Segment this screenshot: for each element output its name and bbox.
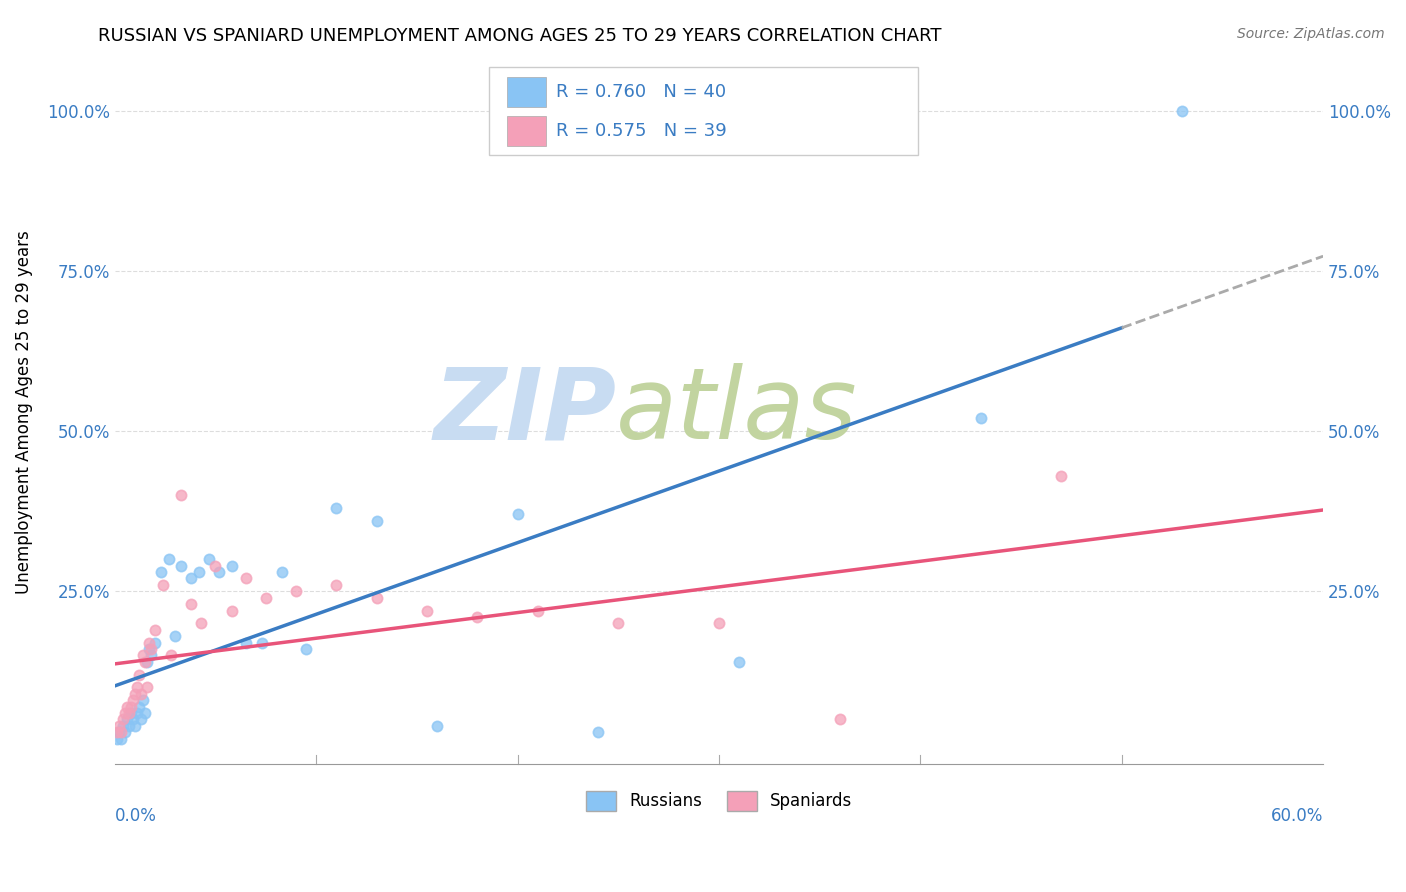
FancyBboxPatch shape xyxy=(489,67,918,154)
FancyBboxPatch shape xyxy=(508,78,546,107)
Point xyxy=(465,610,488,624)
Point xyxy=(180,572,202,586)
Text: R = 0.575   N = 39: R = 0.575 N = 39 xyxy=(555,122,727,140)
Point xyxy=(271,565,294,579)
Text: 0.0%: 0.0% xyxy=(115,806,156,824)
Point xyxy=(138,635,160,649)
Point xyxy=(165,629,187,643)
Point xyxy=(728,655,751,669)
Point xyxy=(105,731,128,746)
Point xyxy=(366,514,388,528)
Point xyxy=(526,603,548,617)
Point xyxy=(138,642,160,657)
Point xyxy=(188,565,211,579)
Point xyxy=(325,578,347,592)
Point xyxy=(105,725,128,739)
Point xyxy=(132,648,155,663)
Point xyxy=(325,501,347,516)
Point xyxy=(180,597,202,611)
Point xyxy=(204,558,226,573)
Point xyxy=(114,706,136,720)
Point xyxy=(221,558,243,573)
Point xyxy=(107,725,129,739)
Point xyxy=(110,731,132,746)
Point xyxy=(607,616,630,631)
Point xyxy=(115,699,138,714)
Point xyxy=(125,706,148,720)
Point xyxy=(139,642,162,657)
Point xyxy=(295,642,318,657)
Y-axis label: Unemployment Among Ages 25 to 29 years: Unemployment Among Ages 25 to 29 years xyxy=(15,230,32,594)
Point xyxy=(132,693,155,707)
Point xyxy=(160,648,183,663)
Point xyxy=(128,667,150,681)
Point xyxy=(115,713,138,727)
Point xyxy=(208,565,231,579)
Point xyxy=(134,706,156,720)
Point xyxy=(152,578,174,592)
Text: atlas: atlas xyxy=(616,363,858,460)
Point xyxy=(111,719,134,733)
Point xyxy=(136,655,159,669)
Point xyxy=(506,508,529,522)
Point xyxy=(139,648,162,663)
Point xyxy=(120,706,142,720)
Point xyxy=(970,411,993,425)
Text: 60.0%: 60.0% xyxy=(1271,806,1323,824)
Point xyxy=(122,693,145,707)
Point xyxy=(235,635,257,649)
Point xyxy=(143,623,166,637)
Point xyxy=(122,713,145,727)
Point xyxy=(170,558,193,573)
Point xyxy=(426,719,449,733)
Point xyxy=(221,603,243,617)
Text: R = 0.760   N = 40: R = 0.760 N = 40 xyxy=(555,83,725,101)
Point xyxy=(118,719,141,733)
Point xyxy=(150,565,173,579)
Point xyxy=(143,635,166,649)
Text: RUSSIAN VS SPANIARD UNEMPLOYMENT AMONG AGES 25 TO 29 YEARS CORRELATION CHART: RUSSIAN VS SPANIARD UNEMPLOYMENT AMONG A… xyxy=(98,27,942,45)
Point xyxy=(235,572,257,586)
Point xyxy=(285,584,308,599)
Point xyxy=(254,591,277,605)
Point xyxy=(198,552,221,566)
Point xyxy=(111,713,134,727)
Point xyxy=(114,725,136,739)
Point xyxy=(136,681,159,695)
Point xyxy=(586,725,609,739)
Point xyxy=(1050,469,1073,483)
Point xyxy=(129,713,152,727)
Point xyxy=(125,681,148,695)
Point xyxy=(707,616,730,631)
Point xyxy=(366,591,388,605)
Point xyxy=(170,488,193,502)
Point xyxy=(250,635,273,649)
Point xyxy=(1171,103,1194,118)
Text: Source: ZipAtlas.com: Source: ZipAtlas.com xyxy=(1237,27,1385,41)
Point xyxy=(828,713,851,727)
Point xyxy=(110,725,132,739)
FancyBboxPatch shape xyxy=(508,116,546,145)
Point xyxy=(190,616,212,631)
Point xyxy=(124,719,146,733)
Point xyxy=(416,603,439,617)
Legend: Russians, Spaniards: Russians, Spaniards xyxy=(578,782,860,820)
Point xyxy=(134,655,156,669)
Point xyxy=(120,699,142,714)
Point xyxy=(129,687,152,701)
Point xyxy=(128,699,150,714)
Point xyxy=(107,719,129,733)
Point xyxy=(157,552,180,566)
Text: ZIP: ZIP xyxy=(433,363,616,460)
Point xyxy=(118,706,141,720)
Point xyxy=(124,687,146,701)
